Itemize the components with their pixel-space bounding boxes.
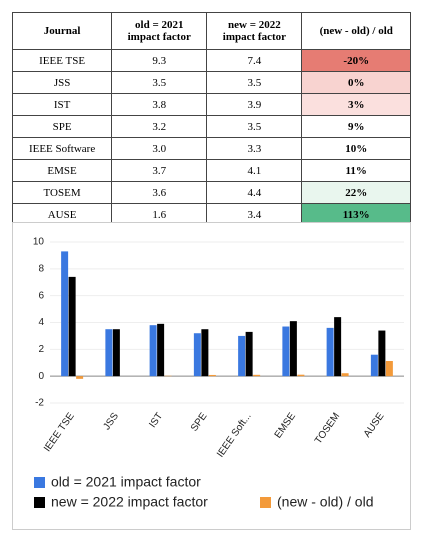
table-cell: -20% [301,49,411,72]
bar [334,317,342,377]
bar [76,376,84,379]
table-cell: 3.5 [206,71,303,94]
bar [297,374,305,377]
table-row: SPE 3.2 3.5 9% [11,115,411,138]
table-cell: 4.4 [206,181,303,204]
header-cell: old = 2021 impact factor [111,12,208,50]
table-cell: 3.0 [111,137,208,160]
bar [105,329,113,377]
y-tick-label: 6 [38,290,44,301]
bar [157,323,165,377]
header-cell: new = 2022 impact factor [206,12,303,50]
legend-label: old = 2021 impact factor [51,474,201,490]
table-cell: 3.9 [206,93,303,116]
table-cell: 3.2 [111,115,208,138]
table-cell: 0% [301,71,411,94]
table-cell: 9.3 [111,49,208,72]
bar [282,326,290,377]
bar [378,330,386,377]
table-row: EMSE 3.7 4.1 11% [11,159,411,182]
bar [238,335,246,377]
table-cell: 3.6 [111,181,208,204]
legend-label: (new - old) / old [277,494,373,510]
bar [193,333,201,377]
bar [253,374,261,377]
table-cell: 3.8 [111,93,208,116]
table-row: IST 3.8 3.9 3% [11,93,411,116]
table-cell: IST [11,93,113,116]
table-cell: EMSE [11,159,113,182]
y-tick-label: 2 [38,344,44,355]
table-cell: 3.3 [206,137,303,160]
table-cell: 10% [301,137,411,160]
table-row: IEEE TSE 9.3 7.4 -20% [11,49,411,72]
bar [61,251,69,377]
bar [149,325,157,377]
bar [245,331,253,377]
table-cell: 3.5 [206,115,303,138]
table-cell: 3.5 [111,71,208,94]
table-cell: SPE [11,115,113,138]
bar [208,374,216,377]
table-row: TOSEM 3.6 4.4 22% [11,181,411,204]
table-row: JSS 3.5 3.5 0% [11,71,411,94]
y-tick-label: 0 [38,371,44,382]
table-cell: JSS [11,71,113,94]
table-row: IEEE Software 3.0 3.3 10% [11,137,411,160]
table-cell: 7.4 [206,49,303,72]
bar [112,329,120,377]
table-cell: 3.7 [111,159,208,182]
table-cell: 9% [301,115,411,138]
header-cell: Journal [11,12,113,50]
bar [370,354,378,377]
table-cell: 22% [301,181,411,204]
legend-swatch [34,497,45,508]
y-tick-label: 10 [33,237,45,248]
table-cell: 4.1 [206,159,303,182]
bar [201,329,209,377]
data-table: Journal old = 2021 impact factor new = 202… [11,12,411,226]
legend-swatch [34,477,45,488]
bar [68,276,76,377]
table-cell: TOSEM [11,181,113,204]
bar [289,321,297,377]
y-tick-label: -2 [35,398,44,409]
table-cell: 3% [301,93,411,116]
y-tick-label: 4 [38,317,44,328]
y-tick-label: 8 [38,263,44,274]
header-cell: (new - old) / old [301,12,411,50]
bar [385,361,393,377]
header-row: Journal old = 2021 impact factor new = 202… [11,12,411,50]
table-cell: 11% [301,159,411,182]
bar [341,373,349,377]
legend-swatch [260,497,271,508]
table-cell: IEEE Software [11,137,113,160]
bar [326,327,334,377]
table-cell: IEEE TSE [11,49,113,72]
legend-label: new = 2022 impact factor [51,494,208,510]
